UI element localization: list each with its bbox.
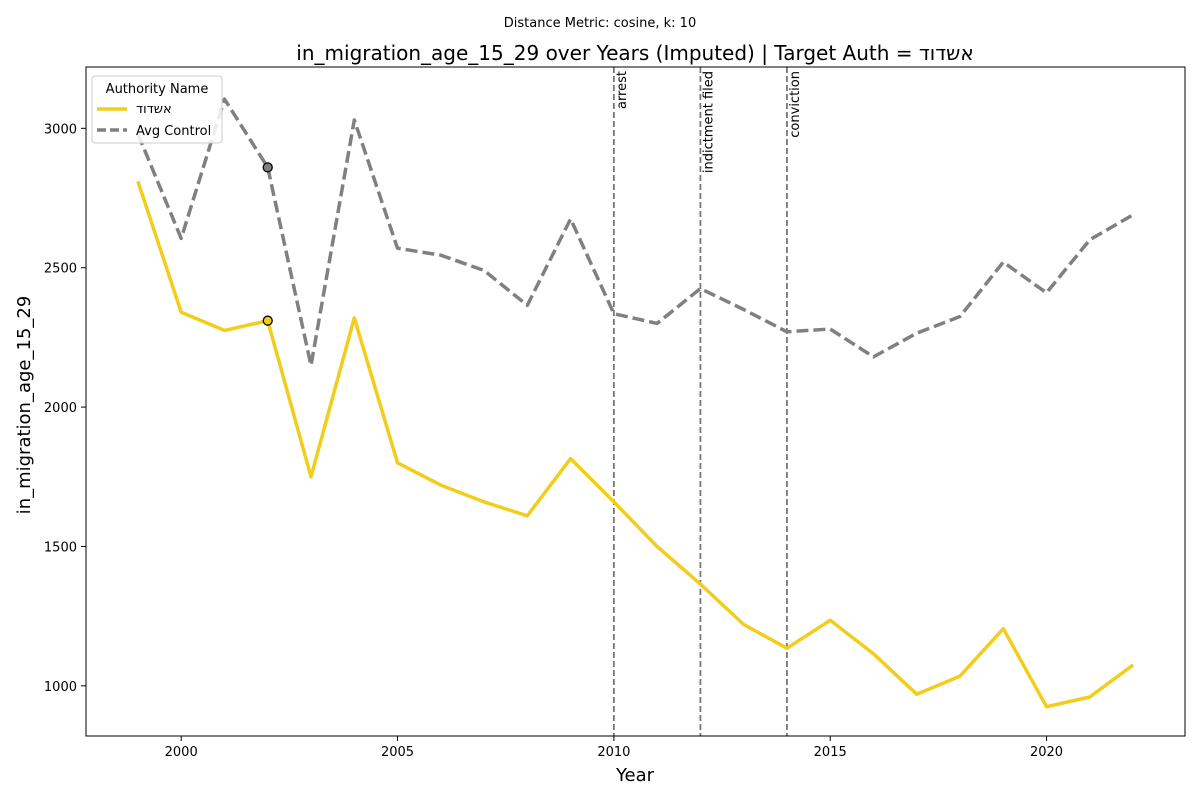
y-axis-label: in_migration_age_15_29 — [14, 296, 35, 515]
legend-entry-target: אשדוד — [136, 102, 172, 117]
event-label: indictment filed — [701, 71, 716, 173]
x-tick-label: 2015 — [814, 745, 847, 760]
y-tick-label: 2000 — [44, 401, 77, 416]
y-tick-label: 2500 — [44, 262, 77, 277]
plot-area: arrest indictment filed conviction — [136, 67, 1135, 736]
plot-frame — [85, 66, 1186, 737]
y-tick-label: 1500 — [44, 540, 77, 555]
x-tick-label: 2020 — [1030, 745, 1063, 760]
y-tick-label: 3000 — [44, 122, 77, 137]
chart-suptitle: Distance Metric: cosine, k: 10 — [504, 16, 696, 31]
event-label: conviction — [788, 71, 803, 138]
y-tick-label: 1000 — [44, 680, 77, 695]
x-axis: 2000 2005 2010 2015 2020 — [165, 736, 1063, 760]
series-line-control — [136, 97, 1134, 368]
highlight-point-target — [262, 315, 273, 326]
legend-box — [91, 75, 223, 144]
x-axis-label: Year — [615, 765, 655, 786]
event-label: arrest — [615, 71, 630, 109]
series-line-target — [136, 180, 1135, 709]
legend-entry-control: Avg Control — [136, 124, 211, 139]
x-tick-label: 2005 — [381, 745, 414, 760]
y-axis: 1000 1500 2000 2500 3000 — [44, 122, 86, 695]
chart-title: in_migration_age_15_29 over Years (Imput… — [296, 41, 973, 65]
highlight-point-control — [262, 162, 273, 173]
legend-title: Authority Name — [106, 82, 209, 97]
x-tick-label: 2000 — [165, 745, 198, 760]
legend: Authority Name אשדוד Avg Control — [91, 75, 223, 144]
x-tick-label: 2010 — [597, 745, 630, 760]
